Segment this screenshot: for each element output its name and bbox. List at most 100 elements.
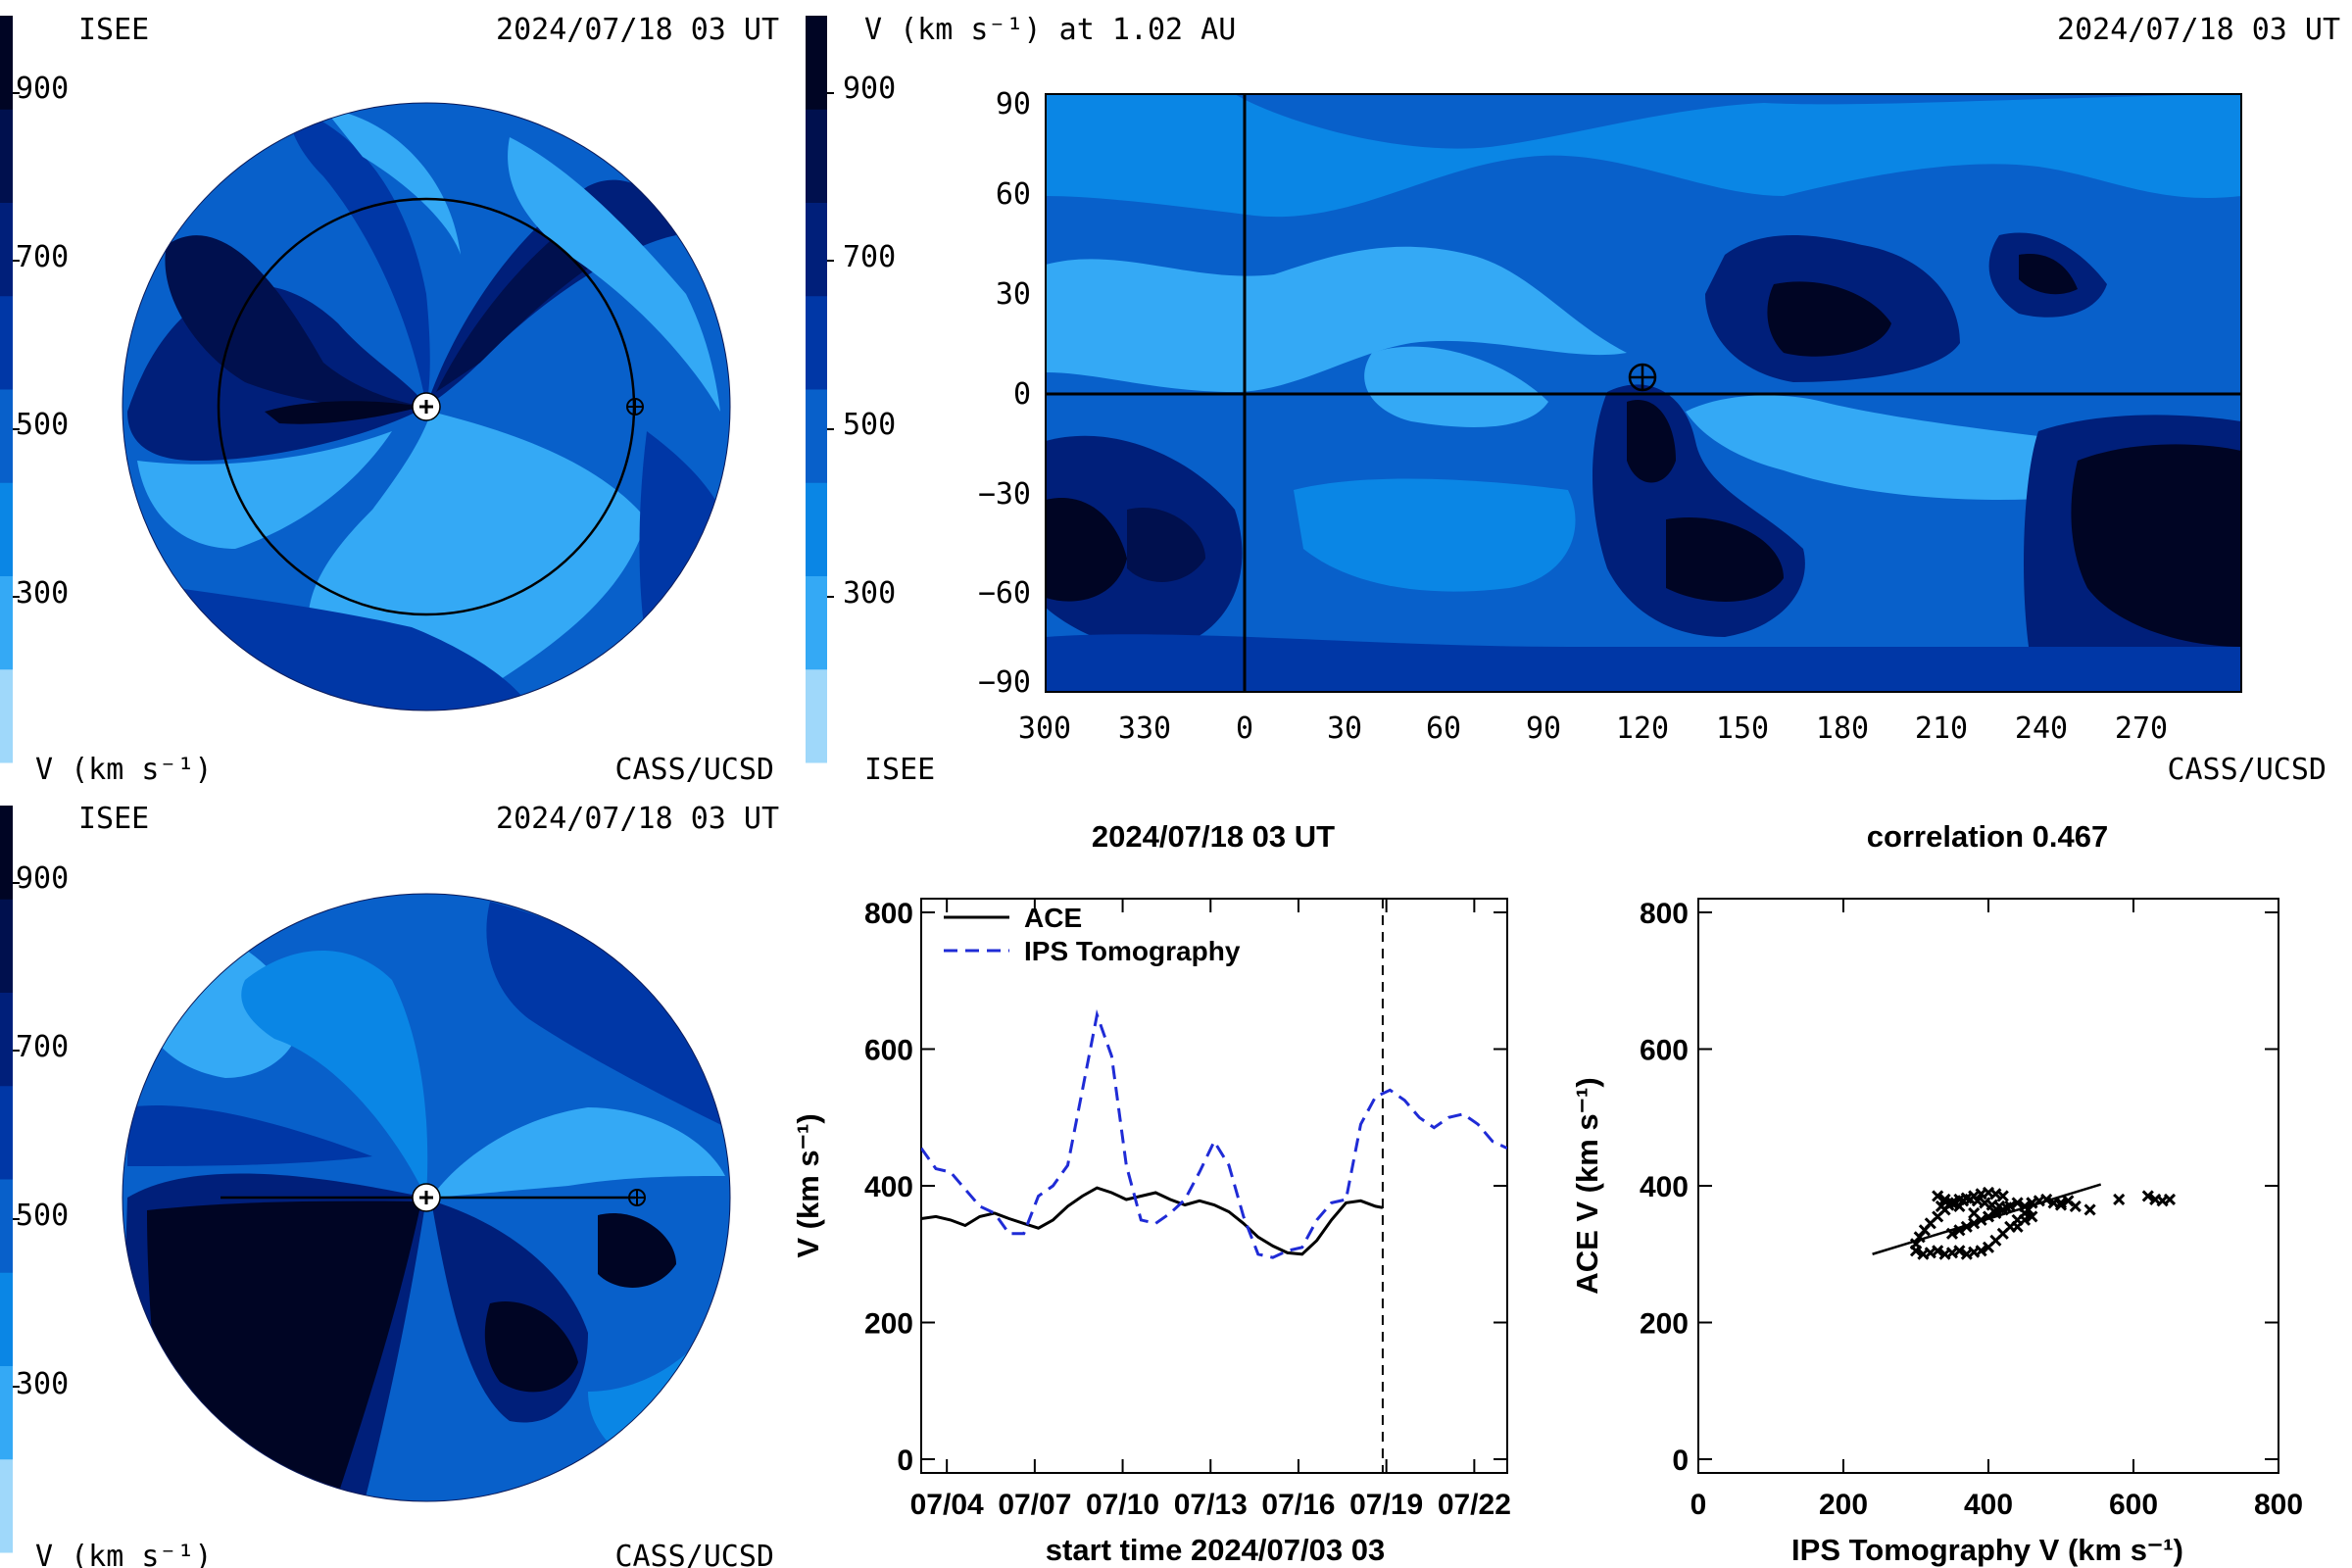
map-darkest-northeast <box>1767 281 1891 357</box>
ts-ytick-label: 200 <box>864 1308 913 1341</box>
cbar-map-swatch-6 <box>806 109 827 203</box>
cbar-map-swatch-3 <box>806 389 827 483</box>
map-ytick-m90: −90 <box>978 665 1031 700</box>
sc-point <box>1953 1200 1966 1212</box>
bl-darkest-lower-right <box>484 1301 578 1393</box>
map-xtick-90: 90 <box>1526 711 1561 746</box>
cbar-bl-swatch-0 <box>0 1458 13 1553</box>
map-xtick-330: 330 <box>1118 711 1171 746</box>
ts-series-ips-tomography <box>921 1008 1507 1259</box>
cbar-tl-swatch-7 <box>0 16 13 110</box>
map-xtick-240: 240 <box>2015 711 2068 746</box>
colorbar-map <box>806 16 834 763</box>
map-xtick-30: 30 <box>1327 711 1362 746</box>
sc-point <box>2011 1197 2024 1209</box>
map-credit-left: ISEE <box>864 753 935 787</box>
sc-point <box>2062 1195 2075 1207</box>
cbar-tl-tick-500: 500 <box>16 408 69 442</box>
sc-ytick-label: 800 <box>1640 898 1689 930</box>
scatter-plot-area <box>1872 1183 2177 1260</box>
map-ytick-m60: −60 <box>978 576 1031 611</box>
cbar-bl-tick-900: 900 <box>16 861 69 896</box>
bl-dark-upper-right <box>486 902 725 1127</box>
sc-fit-line <box>1872 1183 2102 1255</box>
cbar-tl-swatch-6 <box>0 109 13 203</box>
sc-ytick-label: 0 <box>1672 1445 1689 1477</box>
panel-bl-unit-label: V (km s⁻¹) <box>35 1540 213 1568</box>
tl-dark-right-lower <box>639 431 730 647</box>
map-earth-cross-icon <box>1630 365 1655 390</box>
cbar-tl-swatch-2 <box>0 482 13 576</box>
map-mid-south <box>1294 478 1576 592</box>
tl-light-top <box>323 108 461 255</box>
bl-earth-cross-icon <box>629 1190 645 1205</box>
panel-bl-label-isee: ISEE <box>78 802 149 836</box>
bl-disk-edge <box>122 893 731 1502</box>
ts-xtick-label: 07/22 <box>1438 1489 1511 1521</box>
ts-xtick-label: 07/10 <box>1086 1489 1159 1521</box>
map-ytick-30: 30 <box>996 277 1031 312</box>
cbar-bl-swatch-4 <box>0 1085 13 1180</box>
sc-ytick-label: 400 <box>1640 1171 1689 1203</box>
cbar-map-swatch-4 <box>806 295 827 390</box>
map-south-pole-band <box>1046 634 2241 692</box>
sc-point <box>1932 1190 1944 1202</box>
sc-point <box>2026 1210 2038 1223</box>
map-xtick-0: 0 <box>1236 711 1253 746</box>
sc-point <box>2083 1203 2096 1216</box>
sc-xtick-label: 400 <box>1964 1489 2013 1521</box>
tl-earth-cross-icon <box>627 399 643 415</box>
map-light-west <box>1046 246 1627 392</box>
timeseries-ticks: 0 200 400 600 800 07/04 07/07 07/10 07/13 07/16 07… <box>864 898 1511 1521</box>
map-xtick-210: 210 <box>1915 711 1968 746</box>
cbar-map-tick-700: 700 <box>843 240 896 274</box>
map-darkest-southwest <box>1046 498 1127 602</box>
map-dark-blob-west <box>1127 508 1205 582</box>
sc-xtick-label: 600 <box>2109 1489 2158 1521</box>
cbar-tl-swatch-3 <box>0 389 13 483</box>
map-darkest-southeast <box>2071 444 2241 647</box>
map-xtick-270: 270 <box>2115 711 2168 746</box>
cbar-tl-swatch-5 <box>0 202 13 297</box>
cbar-map-swatch-1 <box>806 575 827 670</box>
map-xtick-300: 300 <box>1018 711 1071 746</box>
cbar-tl-swatch-1 <box>0 575 13 670</box>
timeseries-plot-area <box>921 899 1507 1473</box>
cbar-map-swatch-7 <box>806 16 827 110</box>
bl-sun-cross-icon <box>419 1191 433 1204</box>
timeseries-legend: ACE IPS Tomography <box>944 903 1241 966</box>
cbar-bl-tick-300: 300 <box>16 1367 69 1401</box>
bl-mid-upper-center <box>241 951 428 1198</box>
sc-ytick-label: 200 <box>1640 1308 1689 1341</box>
bl-dark-band-left <box>127 1105 372 1166</box>
ts-ytick-label: 800 <box>864 898 913 930</box>
sc-xtick-label: 0 <box>1690 1489 1707 1521</box>
legend-ips-label: IPS Tomography <box>1024 936 1241 966</box>
ts-xtick-label: 07/16 <box>1261 1489 1335 1521</box>
colorbar-map-ticks: 900 700 500 300 <box>843 72 896 611</box>
sc-point <box>2004 1200 2017 1212</box>
panel-bl-credit: CASS/UCSD <box>614 1540 774 1568</box>
cbar-bl-swatch-7 <box>0 806 13 900</box>
scatter-ticks: 0 200 400 600 800 0 200 400 600 800 <box>1640 898 2303 1521</box>
map-light-equator <box>1364 346 1548 427</box>
timeseries-frame <box>920 898 1508 1474</box>
cbar-bl-swatch-6 <box>0 899 13 993</box>
cbar-tl-tick-700: 700 <box>16 240 69 274</box>
map-ytick-60: 60 <box>996 177 1031 212</box>
map-xtick-60: 60 <box>1426 711 1461 746</box>
cbar-tl-swatch-0 <box>0 668 13 763</box>
cbar-tl-tick-900: 900 <box>16 72 69 106</box>
tl-light-right-upper <box>508 137 720 412</box>
map-ytick-m30: −30 <box>978 477 1031 512</box>
sc-xtick-label: 800 <box>2254 1489 2303 1521</box>
scatter-frame <box>1697 898 2279 1474</box>
map-darkest-stream <box>1627 400 1676 483</box>
sc-point <box>2113 1193 2126 1206</box>
ts-ytick-label: 400 <box>864 1171 913 1203</box>
cbar-bl-swatch-1 <box>0 1365 13 1460</box>
cbar-bl-tick-700: 700 <box>16 1030 69 1064</box>
colorbar-tl-ticks: 900 700 500 300 <box>16 72 69 611</box>
tl-light-left <box>137 431 392 549</box>
